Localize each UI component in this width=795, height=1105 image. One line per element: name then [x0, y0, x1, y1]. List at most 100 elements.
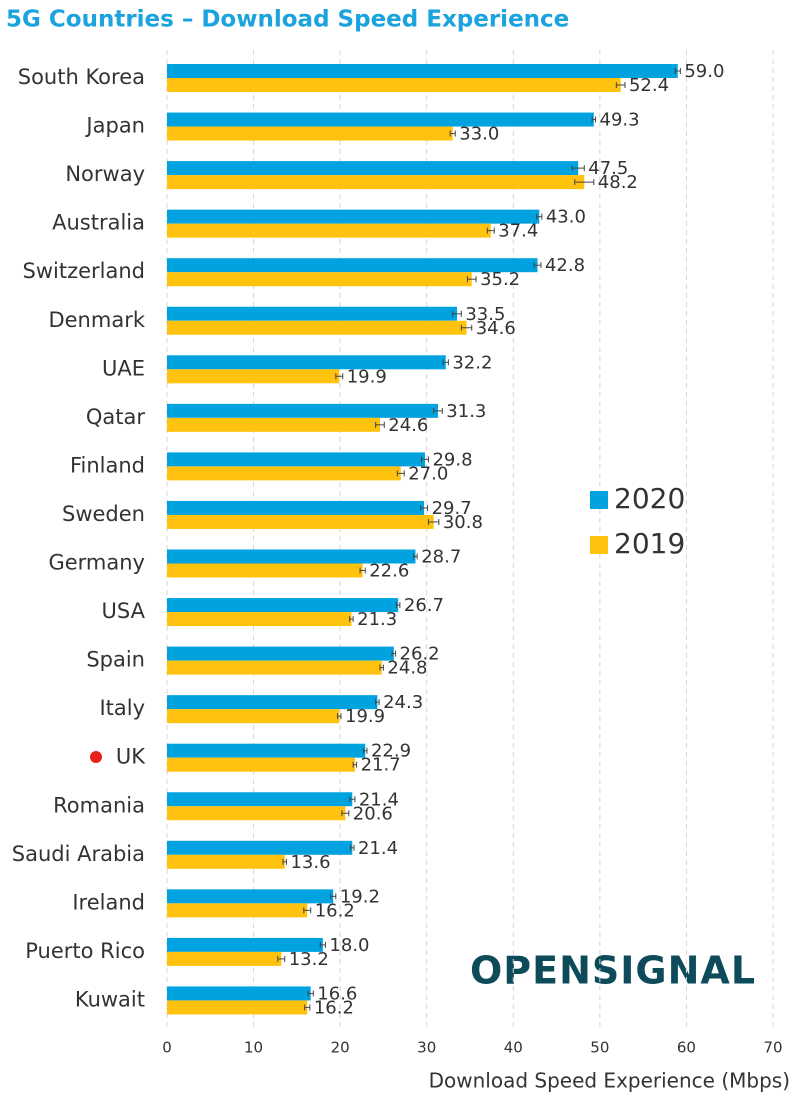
legend-label: 2020 — [614, 482, 685, 515]
bar — [167, 792, 353, 807]
x-tick-label: 20 — [331, 1039, 350, 1057]
bar — [167, 403, 438, 418]
x-tick-label: 70 — [763, 1039, 782, 1057]
error-bar — [349, 796, 356, 803]
value-label: 33.0 — [459, 124, 499, 145]
error-bar — [452, 310, 462, 317]
bar — [167, 806, 346, 821]
x-tick-label: 10 — [244, 1039, 263, 1057]
error-bar — [421, 456, 429, 463]
value-label: 26.2 — [400, 644, 440, 665]
error-bar — [427, 518, 440, 525]
bar — [167, 951, 282, 966]
value-label: 24.6 — [388, 415, 428, 436]
error-bar — [359, 567, 366, 574]
error-bar — [335, 373, 344, 380]
bar — [167, 112, 594, 127]
bar — [167, 612, 352, 627]
bar — [167, 355, 446, 370]
bar — [167, 889, 334, 904]
value-label: 21.7 — [361, 755, 401, 776]
bar — [167, 937, 323, 952]
bar — [167, 986, 311, 1001]
value-label: 30.8 — [443, 512, 483, 533]
error-bar — [349, 616, 354, 623]
bar — [167, 709, 340, 724]
value-label: 31.3 — [446, 401, 486, 422]
bar — [167, 743, 366, 758]
error-bar — [591, 116, 597, 123]
error-bar — [486, 227, 495, 234]
legend-label: 2019 — [614, 527, 685, 560]
bar — [167, 660, 382, 675]
error-bar — [375, 421, 385, 428]
value-label: 42.8 — [545, 255, 585, 276]
bar — [167, 757, 355, 772]
y-tick-label: Denmark — [48, 308, 145, 332]
value-label: 59.0 — [684, 61, 724, 82]
error-bar — [375, 699, 380, 706]
bar — [167, 563, 363, 578]
bar — [167, 161, 579, 176]
y-tick-label: Puerto Rico — [25, 939, 145, 963]
y-tick-label: Australia — [52, 211, 145, 235]
bar — [167, 695, 378, 710]
error-bar — [442, 359, 449, 366]
bar — [167, 175, 585, 190]
value-label: 18.0 — [329, 935, 369, 956]
value-label: 22.9 — [371, 741, 411, 762]
error-bar — [413, 553, 418, 560]
error-bar — [571, 165, 585, 172]
value-label: 16.6 — [317, 983, 357, 1004]
bar — [167, 903, 308, 918]
bar — [167, 466, 401, 481]
error-bar — [277, 955, 286, 962]
value-label: 47.5 — [588, 158, 628, 179]
value-label: 21.4 — [359, 789, 399, 810]
error-bar — [420, 504, 429, 511]
error-bar — [341, 810, 350, 817]
bar — [167, 549, 416, 564]
value-label: 52.4 — [629, 75, 669, 96]
value-label: 26.7 — [404, 595, 444, 616]
bar — [167, 514, 434, 529]
value-label: 37.4 — [498, 221, 538, 242]
bar — [167, 369, 340, 384]
value-label: 16.2 — [315, 900, 355, 921]
value-label: 28.7 — [421, 547, 461, 568]
value-label: 22.6 — [369, 561, 409, 582]
value-label: 48.2 — [598, 172, 638, 193]
error-bar — [352, 761, 358, 768]
error-bar — [330, 893, 337, 900]
value-label: 33.5 — [465, 304, 505, 325]
value-label: 35.2 — [480, 269, 520, 290]
value-label: 13.2 — [289, 949, 329, 970]
y-tick-label: Qatar — [86, 405, 146, 429]
y-tick-label: Finland — [70, 453, 145, 477]
y-tick-label: Kuwait — [75, 987, 145, 1011]
legend-swatch — [590, 536, 608, 554]
y-tick-label: UK — [116, 745, 146, 769]
error-bar — [379, 664, 384, 671]
highlight-dot — [90, 751, 102, 763]
error-bar — [460, 324, 473, 331]
value-label: 43.0 — [546, 207, 586, 228]
bar — [167, 320, 467, 335]
error-bar — [449, 130, 456, 137]
error-bar — [337, 713, 342, 720]
error-bar — [536, 213, 543, 220]
bar — [167, 417, 380, 432]
y-tick-label: Saudi Arabia — [12, 842, 145, 866]
value-label: 29.7 — [432, 498, 472, 519]
value-label: 24.3 — [383, 692, 423, 713]
bar — [167, 223, 491, 238]
y-tick-label: Switzerland — [23, 259, 146, 283]
value-label: 20.6 — [353, 803, 393, 824]
value-label: 29.8 — [432, 449, 472, 470]
error-bar — [350, 844, 355, 851]
error-bar — [303, 907, 312, 914]
error-bar — [533, 262, 542, 269]
error-bar — [319, 941, 326, 948]
legend-swatch — [590, 491, 608, 509]
